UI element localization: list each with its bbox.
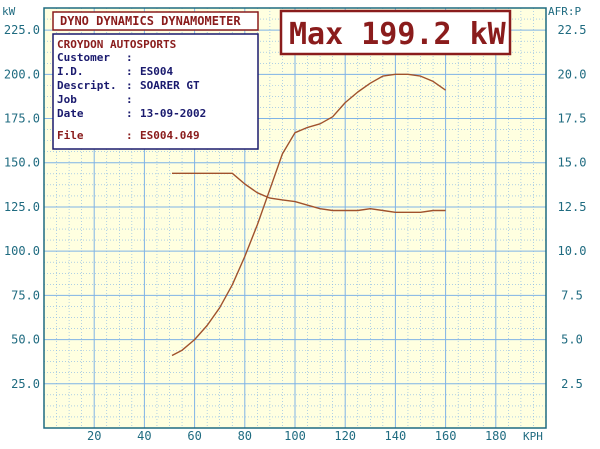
max-power-label: Max 199.2 kW bbox=[289, 17, 507, 52]
left-tick-label: 100.0 bbox=[4, 244, 40, 258]
right-tick-label: 17.5 bbox=[558, 112, 587, 126]
power-curve bbox=[171, 73, 447, 357]
x-tick-label: 100 bbox=[284, 429, 306, 443]
chart-title: DYNO DYNAMICS DYNAMOMETER bbox=[60, 14, 241, 28]
left-tick-label: 175.0 bbox=[4, 112, 40, 126]
x-tick-label: 80 bbox=[238, 429, 252, 443]
x-tick-label: 20 bbox=[87, 429, 101, 443]
right-tick-label: 15.0 bbox=[558, 156, 587, 170]
title-frame bbox=[52, 11, 259, 31]
date-sep: : bbox=[126, 107, 133, 120]
right-tick-label: 2.5 bbox=[561, 377, 583, 391]
left-tick-label: 50.0 bbox=[11, 333, 40, 347]
right-tick-label: 20.0 bbox=[558, 67, 587, 81]
left-tick-label: 200.0 bbox=[4, 67, 40, 81]
info-box: CROYDON AUTOSPORTS Customer : I.D. : ES0… bbox=[52, 33, 259, 150]
right-axis-ticks: 2.5 5.0 7.5 10.0 12.5 15.0 17.5 20.0 22.5 bbox=[558, 23, 587, 391]
right-tick-label: 22.5 bbox=[558, 23, 587, 37]
right-tick-label: 10.0 bbox=[558, 244, 587, 258]
job-label: Job bbox=[57, 93, 77, 106]
id-label: I.D. bbox=[57, 65, 84, 78]
max-power-frame bbox=[279, 9, 512, 56]
info-frame bbox=[52, 33, 259, 150]
description-value: SOARER GT bbox=[140, 79, 200, 92]
max-power-box: Max 199.2 kW bbox=[279, 9, 512, 56]
company-name: CROYDON AUTOSPORTS bbox=[57, 38, 176, 51]
file-label: File bbox=[57, 129, 84, 142]
id-sep: : bbox=[126, 65, 133, 78]
x-tick-label: 140 bbox=[385, 429, 407, 443]
left-axis-unit: kW bbox=[2, 5, 16, 18]
x-axis-ticks: 20 40 60 80 100 120 140 160 180 bbox=[87, 429, 507, 443]
customer-label: Customer bbox=[57, 51, 110, 64]
left-tick-label: 25.0 bbox=[11, 377, 40, 391]
x-tick-label: 160 bbox=[435, 429, 457, 443]
right-tick-label: 7.5 bbox=[561, 288, 583, 302]
job-sep: : bbox=[126, 93, 133, 106]
id-value: ES004 bbox=[140, 65, 173, 78]
left-axis-ticks: 25.0 50.0 75.0 100.0 125.0 150.0 175.0 200.0 225… bbox=[4, 23, 40, 391]
date-label: Date bbox=[57, 107, 84, 120]
x-axis-unit: KPH bbox=[523, 430, 543, 443]
plot-frame bbox=[43, 7, 547, 429]
right-axis-unit: AFR:P bbox=[548, 5, 581, 18]
x-tick-label: 180 bbox=[485, 429, 507, 443]
curves bbox=[171, 73, 447, 357]
x-tick-label: 120 bbox=[334, 429, 356, 443]
left-tick-label: 125.0 bbox=[4, 200, 40, 214]
customer-sep: : bbox=[126, 51, 133, 64]
x-tick-label: 60 bbox=[187, 429, 201, 443]
file-sep: : bbox=[126, 129, 133, 142]
file-value: ES004.049 bbox=[140, 129, 200, 142]
x-tick-label: 40 bbox=[137, 429, 151, 443]
left-tick-label: 225.0 bbox=[4, 23, 40, 37]
date-value: 13-09-2002 bbox=[140, 107, 206, 120]
afr-curve bbox=[172, 172, 446, 214]
right-tick-label: 12.5 bbox=[558, 200, 587, 214]
title-box: DYNO DYNAMICS DYNAMOMETER bbox=[52, 11, 259, 31]
description-label: Descript. bbox=[57, 79, 117, 92]
right-tick-label: 5.0 bbox=[561, 333, 583, 347]
description-sep: : bbox=[126, 79, 133, 92]
left-tick-label: 150.0 bbox=[4, 156, 40, 170]
left-tick-label: 75.0 bbox=[11, 288, 40, 302]
